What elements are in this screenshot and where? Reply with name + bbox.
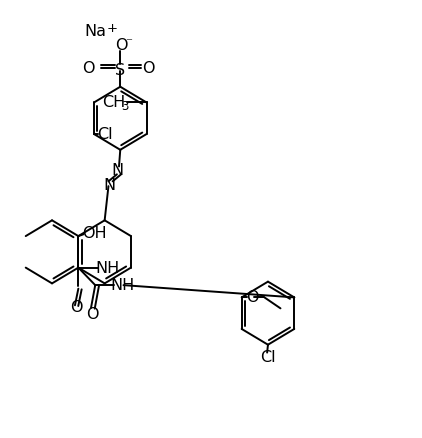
Text: O: O xyxy=(115,38,128,53)
Text: ⁻: ⁻ xyxy=(125,36,133,49)
Text: O: O xyxy=(142,61,155,76)
Text: NH: NH xyxy=(111,278,135,293)
Text: Na: Na xyxy=(84,24,106,39)
Text: OH: OH xyxy=(83,226,107,241)
Text: O: O xyxy=(70,300,82,314)
Text: NH: NH xyxy=(95,261,119,276)
Text: O: O xyxy=(246,290,258,305)
Text: Cl: Cl xyxy=(260,350,276,365)
Text: N: N xyxy=(111,163,124,178)
Text: 3: 3 xyxy=(121,100,129,113)
Text: +: + xyxy=(107,22,118,35)
Text: S: S xyxy=(115,63,125,78)
Text: O: O xyxy=(86,307,98,322)
Text: Cl: Cl xyxy=(97,127,113,142)
Text: N: N xyxy=(103,178,115,193)
Text: CH: CH xyxy=(102,95,125,110)
Text: O: O xyxy=(82,61,95,76)
